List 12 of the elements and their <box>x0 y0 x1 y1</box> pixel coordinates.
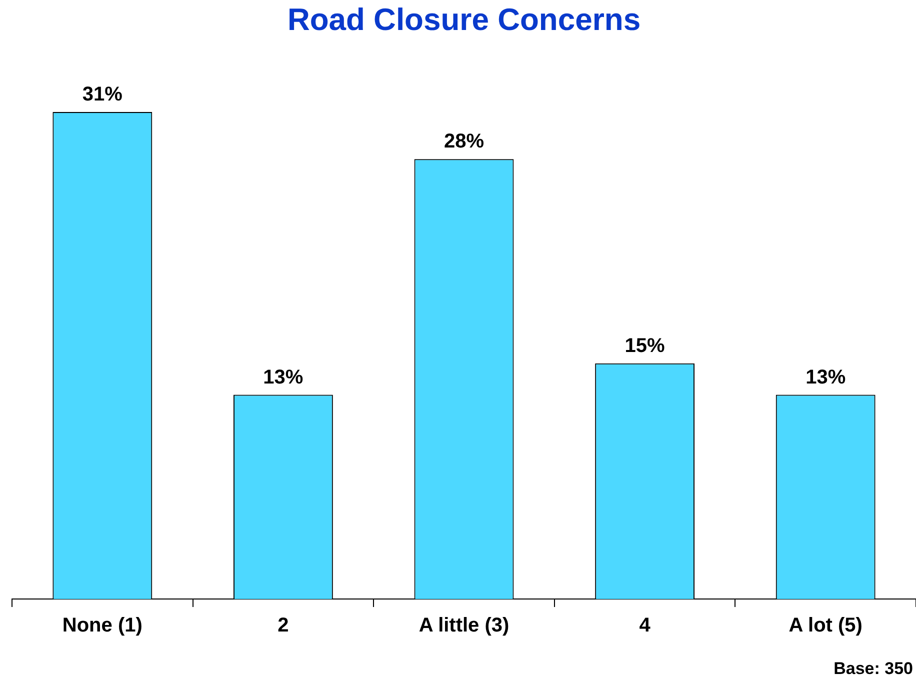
x-tick-label: None (1) <box>62 614 142 637</box>
chart-title: Road Closure Concerns <box>287 2 641 38</box>
x-tick-label: A lot (5) <box>788 614 862 637</box>
x-tick-label: 4 <box>639 614 652 637</box>
data-label: 13% <box>263 366 304 388</box>
data-label: 31% <box>82 84 123 106</box>
data-label: 15% <box>624 334 666 357</box>
x-tick-label: 2 <box>278 614 289 637</box>
data-label: 13% <box>806 366 846 388</box>
data-label: 28% <box>444 130 484 153</box>
text: Base: 350 <box>834 659 913 678</box>
x-tick-label: A little (3) <box>418 614 510 637</box>
